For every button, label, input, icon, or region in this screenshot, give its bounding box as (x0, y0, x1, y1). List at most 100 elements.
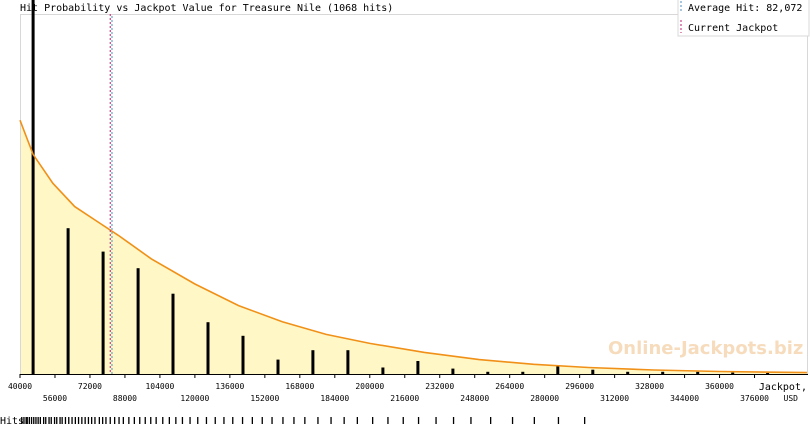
watermark: Online-Jackpots.biz (608, 338, 803, 359)
hit-mark (356, 417, 358, 424)
hit-mark (28, 417, 30, 424)
x-tick-label: 264000 (495, 382, 524, 391)
legend-average-label: Average Hit: 82,072 (688, 3, 802, 14)
x-tick-label: 104000 (145, 382, 174, 391)
x-tick-label: 72000 (78, 382, 102, 391)
hit-mark (155, 417, 157, 424)
hit-mark (175, 417, 177, 424)
bar-group (31, 0, 770, 374)
hit-mark (330, 417, 332, 424)
hit-mark (261, 417, 263, 424)
bar (66, 228, 70, 374)
x-tick-label: 328000 (635, 382, 664, 391)
hit-mark (241, 417, 244, 424)
hit-mark (25, 417, 27, 424)
bar (311, 350, 315, 374)
hit-mark (189, 417, 191, 424)
fit-curve-line (19, 119, 808, 374)
hit-mark (343, 417, 345, 424)
bar (206, 322, 210, 374)
x-tick-label: 184000 (320, 394, 349, 403)
bar (731, 372, 735, 374)
bar (766, 372, 770, 374)
bar (661, 371, 665, 374)
hit-mark (74, 417, 76, 424)
hit-mark (133, 417, 135, 424)
bar (591, 369, 595, 374)
hit-mark (23, 417, 25, 424)
hit-mark (162, 417, 164, 424)
hit-mark (197, 417, 199, 424)
hit-mark (317, 417, 319, 424)
hit-mark (139, 417, 141, 424)
plot-area (19, 0, 808, 375)
bar (486, 371, 490, 374)
chart-title: Hit Probability vs Jackpot Value for Tre… (20, 3, 393, 14)
hit-mark (533, 417, 535, 424)
x-tick-label: 152000 (250, 394, 279, 403)
hit-mark (251, 417, 253, 424)
bar (626, 371, 630, 374)
curve-fill-area (20, 120, 807, 374)
hit-mark (223, 417, 225, 424)
hit-mark (114, 417, 116, 424)
hit-mark (511, 417, 514, 424)
hit-mark (91, 417, 93, 424)
x-tick-label: 216000 (390, 394, 419, 403)
x-axis-unit: USD (784, 394, 799, 403)
hit-mark (35, 417, 37, 424)
legend: Average Hit: 82,072 Current Jackpot (677, 0, 810, 37)
x-tick-label: 376000 (740, 394, 769, 403)
hit-mark (470, 417, 472, 424)
x-tick-label: 280000 (530, 394, 559, 403)
hit-mark (402, 417, 404, 424)
hit-mark (282, 417, 284, 424)
hit-mark (45, 417, 47, 424)
hit-mark (372, 417, 374, 424)
x-axis-label: Jackpot, (759, 382, 807, 393)
hits-label: Hits (0, 416, 24, 425)
hit-mark (417, 417, 420, 424)
hit-mark (168, 417, 170, 424)
hit-mark (118, 417, 120, 424)
hit-mark (122, 417, 124, 424)
bar (381, 367, 385, 374)
bar (276, 359, 280, 374)
bar (451, 368, 455, 374)
hit-mark (26, 417, 28, 424)
hit-mark (105, 417, 107, 424)
hit-mark (77, 417, 80, 424)
hit-mark (584, 417, 586, 424)
bar (696, 371, 700, 374)
hit-mark (59, 417, 61, 424)
hit-mark (304, 417, 306, 424)
x-tick-label: 296000 (565, 382, 594, 391)
hit-mark (181, 417, 184, 424)
hit-mark (30, 417, 33, 424)
hit-mark (43, 417, 45, 424)
hit-mark (271, 417, 273, 424)
hit-mark (102, 417, 104, 424)
bar (521, 371, 525, 374)
hit-mark (68, 417, 70, 424)
x-axis-ticks: 40000 72000 104000 136000 168000 200000 232000… (8, 374, 769, 403)
hit-mark (109, 417, 111, 424)
hit-mark (205, 417, 208, 424)
hit-mark (84, 417, 86, 424)
hit-mark (48, 417, 50, 424)
hit-mark (293, 417, 295, 424)
bar (416, 361, 420, 374)
bar (556, 366, 560, 374)
x-tick-label: 88000 (113, 394, 137, 403)
hit-mark (33, 417, 35, 424)
hit-mark (214, 417, 216, 424)
hit-mark (53, 417, 56, 424)
hit-mark (39, 417, 41, 424)
hit-mark (81, 417, 83, 424)
bar (101, 251, 105, 374)
bar (346, 350, 350, 374)
hit-mark (50, 417, 52, 424)
hit-mark (490, 417, 492, 424)
hit-mark (98, 417, 100, 424)
hit-mark (56, 417, 58, 424)
